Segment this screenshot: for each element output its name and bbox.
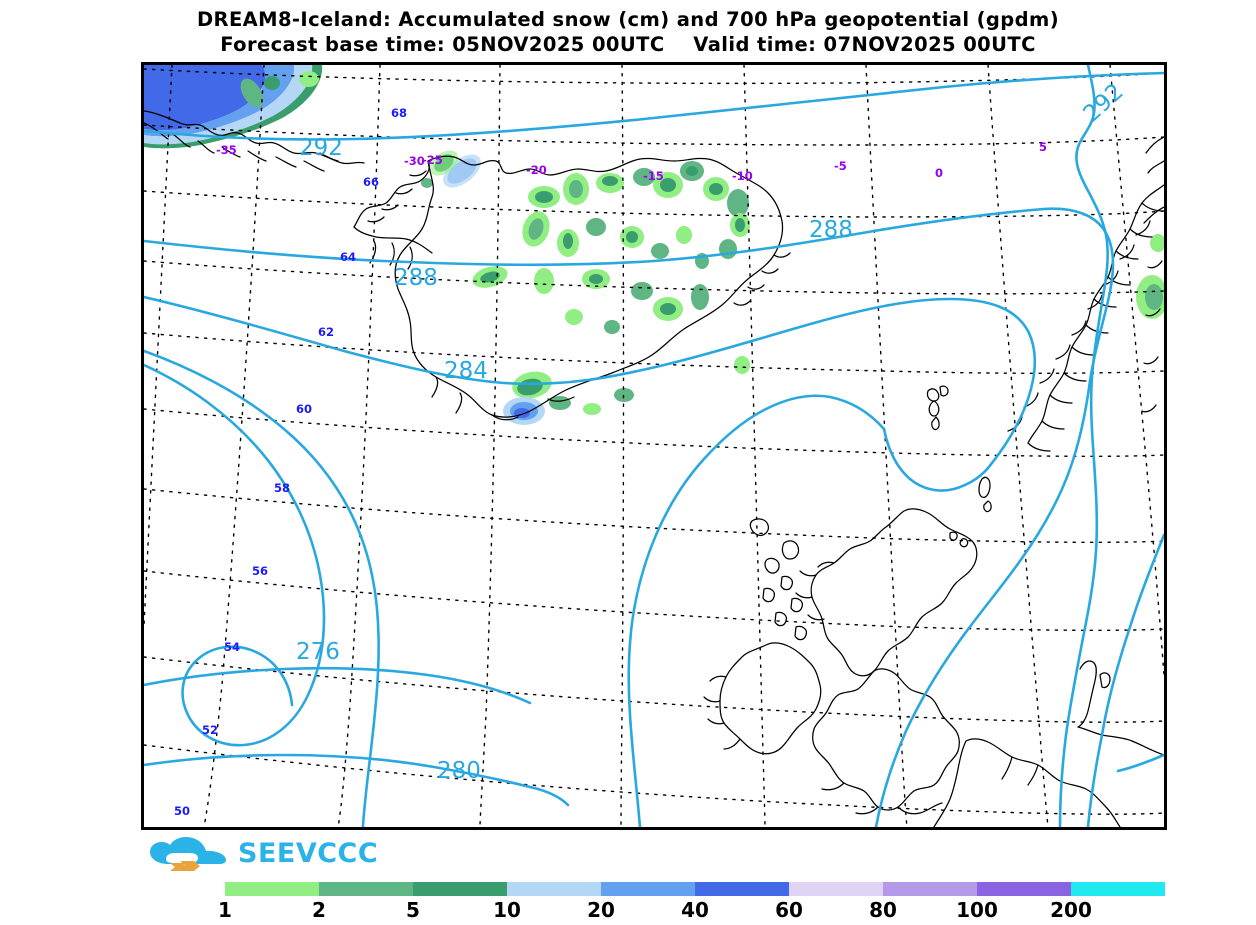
colorbar-segment	[601, 882, 695, 896]
contour-280	[144, 753, 532, 789]
contour-276	[144, 363, 326, 747]
contour-label: 288	[809, 217, 853, 243]
contour-292-right	[1058, 65, 1109, 827]
lon-label: -35	[216, 143, 237, 157]
lat-label: 64	[340, 250, 356, 264]
contour-276-b	[144, 666, 532, 705]
cloud-icon	[150, 837, 226, 871]
colorbar-tick: 2	[312, 898, 326, 922]
logo-text: SEEVCCC	[238, 838, 379, 869]
colorbar-tick-labels: 1 2 5 10 20 40 60 80 100 200	[218, 898, 1165, 922]
lon-label: -25	[422, 153, 443, 167]
lon-label: -15	[643, 169, 664, 183]
contour-far-right-b	[1116, 753, 1164, 773]
colorbar-segment	[789, 882, 883, 896]
longitude-labels: -35 -30 -25 -20 -15 -10 -5 0 5	[216, 140, 1047, 183]
colorbar-tick: 20	[587, 898, 615, 922]
lon-label: 5	[1039, 140, 1047, 154]
contour-label: 292	[299, 135, 343, 161]
colorbar-tick: 200	[1050, 898, 1092, 922]
colorbar-segment	[507, 882, 601, 896]
colorbar-tick: 40	[681, 898, 709, 922]
contour-292-left	[144, 71, 1164, 141]
contour-288-joint	[1042, 207, 1115, 383]
lat-label: 50	[174, 804, 190, 818]
map-plot-area: 292 292 288 288 284 276 280 68 66 64 62 …	[144, 65, 1164, 827]
lat-label: 68	[391, 106, 407, 120]
contour-layer	[144, 65, 1164, 827]
lat-label: 62	[318, 325, 334, 339]
page-title: DREAM8-Iceland: Accumulated snow (cm) an…	[196, 8, 1060, 31]
contour-label: 292	[1079, 79, 1129, 128]
lon-label: -30	[404, 154, 425, 168]
lat-label: 52	[202, 723, 218, 737]
colorbar-tick: 1	[218, 898, 232, 922]
contour-label: 280	[437, 758, 481, 784]
colorbar-segment	[319, 882, 413, 896]
lon-label: 0	[935, 166, 943, 180]
colorbar-tick: 5	[406, 898, 420, 922]
contour-284	[144, 295, 1037, 465]
colorbar-segment	[413, 882, 507, 896]
lon-label: -5	[834, 159, 847, 173]
snow-shading-layer	[144, 65, 1164, 425]
lon-label: -10	[732, 169, 753, 183]
colorbar-segment	[695, 882, 789, 896]
colorbar-tick: 10	[493, 898, 521, 922]
contour-labels: 292 292 288 288 284 276 280	[296, 79, 1129, 784]
chart-subtitle: Forecast base time: 05NOV2025 00UTC Vali…	[220, 32, 1036, 56]
colorbar-legend: 1 2 5 10 20 40 60 80 100 200	[218, 882, 1165, 922]
contour-label: 288	[394, 265, 438, 291]
chart-title-block: DREAM8-Iceland: Accumulated snow (cm) an…	[0, 8, 1256, 58]
contour-mid-left	[144, 349, 380, 827]
colorbar-segment	[883, 882, 977, 896]
lon-label: -20	[526, 163, 547, 177]
contour-288-left	[144, 207, 1046, 267]
colorbar-segment	[1071, 882, 1165, 896]
lat-label: 56	[252, 564, 268, 578]
colorbar-tick: 80	[869, 898, 897, 922]
contour-mid	[627, 394, 886, 827]
colorbar-segment	[225, 882, 319, 896]
colorbar-segment	[977, 882, 1071, 896]
coastline-layer	[144, 110, 1164, 827]
contour-284-b	[882, 427, 994, 492]
latitude-labels: 68 66 64 62 60 58 56 54 52 50	[174, 106, 407, 818]
lat-label: 60	[296, 402, 312, 416]
colorbar-gradient	[225, 882, 1165, 896]
colorbar-tick: 60	[775, 898, 803, 922]
colorbar-tick: 100	[956, 898, 998, 922]
contour-label: 276	[296, 639, 340, 665]
lat-label: 54	[224, 640, 240, 654]
contour-label: 284	[444, 358, 488, 384]
contour-far-right	[1086, 533, 1164, 827]
lat-label: 66	[363, 175, 379, 189]
lat-label: 58	[274, 481, 290, 495]
contour-280-tail	[528, 785, 570, 807]
seevccc-logo: SEEVCCC	[146, 834, 446, 874]
map-frame: 292 292 288 288 284 276 280 68 66 64 62 …	[141, 62, 1167, 830]
contour-right-inner	[874, 379, 1092, 827]
